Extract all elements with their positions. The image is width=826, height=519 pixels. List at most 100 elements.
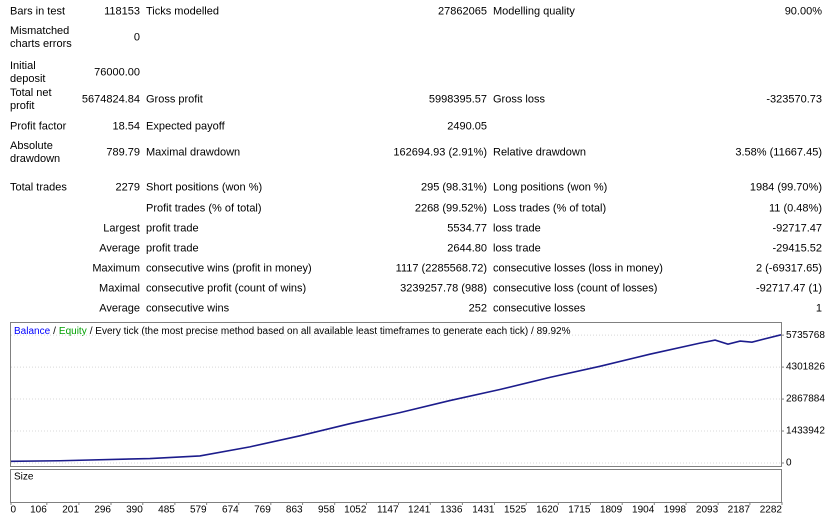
field-label: Gross profit <box>146 93 203 106</box>
row-value: 118153 <box>104 5 140 18</box>
x-tick-label: 1431 <box>472 505 495 516</box>
x-tick-label: 1147 <box>377 505 399 516</box>
x-tick-label: 201 <box>62 505 79 516</box>
row-value: 5674824.84 <box>81 93 140 106</box>
field-label: consecutive losses <box>493 302 586 315</box>
row-value: 76000.00 <box>94 66 140 79</box>
row-value: Maximum <box>92 262 140 275</box>
x-tick-label: 1052 <box>344 505 367 516</box>
row-value: 789.79 <box>106 146 140 159</box>
x-tick-label: 1904 <box>632 505 655 516</box>
field-value: 1 <box>815 302 822 315</box>
field-label: Loss trades (% of total) <box>493 202 607 215</box>
field-label: profit trade <box>146 222 199 235</box>
field-value: 3239257.78 (988) <box>400 282 487 295</box>
row-value: Average <box>99 302 140 315</box>
x-tick-label: 0 <box>10 505 16 516</box>
x-tick-label: 2187 <box>728 505 751 516</box>
field-label: Expected payoff <box>146 120 225 133</box>
field-value: 2644.80 <box>447 242 487 255</box>
x-tick-label: 296 <box>94 505 111 516</box>
field-label: profit trade <box>146 242 199 255</box>
field-label: Long positions (won %) <box>493 181 608 194</box>
field-label: Short positions (won %) <box>146 181 263 194</box>
field-value: -29415.52 <box>772 242 822 255</box>
field-value: 90.00% <box>784 5 822 18</box>
row-label: Profit factor <box>10 120 67 133</box>
field-value: 5998395.57 <box>428 93 487 106</box>
field-label: Ticks modelled <box>146 5 219 18</box>
legend-separator: / <box>53 326 56 337</box>
x-tick-label: 958 <box>318 505 335 516</box>
x-tick-label: 1998 <box>664 505 687 516</box>
row-value: Average <box>99 242 140 255</box>
row-label: Bars in test <box>10 5 66 18</box>
field-label: consecutive profit (count of wins) <box>146 282 307 295</box>
field-label: consecutive loss (count of losses) <box>493 282 658 295</box>
row-value: Maximal <box>99 282 140 295</box>
row-label: Initial deposit <box>10 60 46 85</box>
legend-equity: Equity <box>59 326 87 337</box>
field-value: 5534.77 <box>447 222 487 235</box>
x-tick-label: 106 <box>30 505 47 516</box>
row-value: Largest <box>103 222 140 235</box>
field-label: Maximal drawdown <box>146 146 241 159</box>
x-tick-label: 1241 <box>408 505 431 516</box>
field-value: -323570.73 <box>766 93 822 106</box>
field-value: 11 (0.48%) <box>769 202 822 215</box>
chart-header: Balance / Equity / Every tick (the most pre… <box>14 326 571 337</box>
field-label: Profit trades (% of total) <box>146 202 262 215</box>
x-tick-label: 2093 <box>696 505 719 516</box>
field-value: 252 <box>468 302 487 315</box>
field-label: loss trade <box>493 222 541 235</box>
y-tick-label: 2867884 <box>786 394 825 405</box>
x-tick-label: 485 <box>158 505 175 516</box>
balance-line <box>10 334 782 463</box>
x-tick-label: 1809 <box>600 505 623 516</box>
field-label: consecutive wins (profit in money) <box>146 262 312 275</box>
field-label: consecutive wins <box>146 302 230 315</box>
row-label: Total net profit <box>10 87 52 112</box>
x-tick-label: 769 <box>254 505 271 516</box>
field-value: 295 (98.31%) <box>420 181 487 194</box>
field-value: 1984 (99.70%) <box>749 181 822 194</box>
y-tick-label: 1433942 <box>786 426 825 437</box>
y-tick-label: 5735768 <box>786 330 825 341</box>
x-tick-label: 2282 <box>760 505 783 516</box>
field-label: Gross loss <box>493 93 545 106</box>
field-label: loss trade <box>493 242 541 255</box>
chart-subtitle: / Every tick (the most precise method ba… <box>90 326 571 337</box>
x-tick-label: 579 <box>190 505 207 516</box>
x-tick-label: 390 <box>126 505 143 516</box>
field-value: -92717.47 (1) <box>755 282 822 295</box>
field-value: 2268 (99.52%) <box>414 202 487 215</box>
field-value: -92717.47 <box>772 222 822 235</box>
field-label: Modelling quality <box>493 5 575 18</box>
row-label: Mismatched charts errors <box>10 25 72 50</box>
row-value: 2279 <box>115 181 140 194</box>
x-tick-label: 674 <box>222 505 239 516</box>
row-value: 0 <box>133 31 140 44</box>
field-label: Relative drawdown <box>493 146 586 159</box>
field-value: 3.58% (11667.45) <box>735 146 822 159</box>
field-value: 2490.05 <box>447 120 487 133</box>
x-tick-label: 863 <box>286 505 303 516</box>
field-value: 162694.93 (2.91%) <box>393 146 487 159</box>
field-label: consecutive losses (loss in money) <box>493 262 663 275</box>
row-value: 18.54 <box>112 120 140 133</box>
field-value: 27862065 <box>438 5 487 18</box>
y-tick-label: 4301826 <box>786 362 825 373</box>
size-panel <box>10 469 782 503</box>
x-tick-label: 1620 <box>536 505 559 516</box>
chart-panel <box>10 322 782 467</box>
x-tick-label: 1525 <box>504 505 527 516</box>
y-tick-label: 0 <box>786 458 792 469</box>
legend-balance: Balance <box>14 326 51 337</box>
field-value: 2 (-69317.65) <box>755 262 822 275</box>
x-tick-label: 1336 <box>440 505 463 516</box>
row-label: Total trades <box>10 181 67 194</box>
size-label: Size <box>14 472 34 483</box>
x-tick-label: 1715 <box>568 505 591 516</box>
